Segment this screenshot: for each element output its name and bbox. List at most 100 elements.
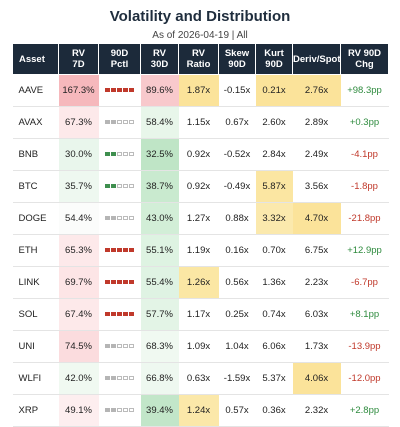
percentile-segment — [123, 120, 128, 125]
rv7d-cell: 67.4% — [58, 298, 99, 331]
table-row[interactable]: UNI 74.5% 68.3% 1.09x 1.04x 6.06x 1.73x -13.9pp — [12, 330, 389, 363]
skew-cell: -0.49x — [218, 170, 256, 203]
skew-cell: 0.25x — [218, 298, 256, 331]
ratio-cell: 1.15x — [178, 106, 219, 139]
asset-cell: DOGE — [12, 202, 59, 235]
skew-cell: -1.59x — [218, 362, 256, 395]
percentile-segment — [105, 184, 110, 189]
ratio-cell: 1.26x — [178, 266, 219, 299]
percentile-segment — [123, 408, 128, 413]
percentile-segment — [123, 280, 128, 285]
percentile-segment — [129, 120, 134, 125]
pctl-cell — [98, 170, 141, 203]
percentile-indicator — [105, 408, 134, 413]
percentile-indicator — [105, 376, 134, 381]
column-header-deriv[interactable]: Deriv/Spot — [292, 43, 341, 75]
column-header-skew[interactable]: Skew 90D — [218, 43, 256, 75]
deriv-cell: 6.75x — [292, 234, 341, 267]
table-row[interactable]: ETH 65.3% 55.1% 1.19x 0.16x 0.70x 6.75x +12.9pp — [12, 234, 389, 267]
ratio-cell: 0.92x — [178, 170, 219, 203]
chg-cell: -13.9pp — [340, 330, 389, 363]
asset-cell: BNB — [12, 138, 59, 171]
percentile-segment — [117, 408, 122, 413]
asset-cell: LINK — [12, 266, 59, 299]
deriv-cell: 4.70x — [292, 202, 341, 235]
percentile-segment — [111, 408, 116, 413]
percentile-segment — [117, 120, 122, 125]
kurt-cell: 2.60x — [255, 106, 293, 139]
ratio-cell: 1.87x — [178, 74, 219, 107]
asset-cell: SOL — [12, 298, 59, 331]
percentile-segment — [117, 152, 122, 157]
table-row[interactable]: LINK 69.7% 55.4% 1.26x 0.56x 1.36x 2.23x -6.7pp — [12, 266, 389, 299]
percentile-segment — [117, 216, 122, 221]
rv7d-cell: 35.7% — [58, 170, 99, 203]
chg-cell: -4.1pp — [340, 138, 389, 171]
chg-cell: -1.8pp — [340, 170, 389, 203]
percentile-indicator — [105, 280, 134, 285]
deriv-cell: 1.73x — [292, 330, 341, 363]
percentile-indicator — [105, 120, 134, 125]
percentile-segment — [117, 312, 122, 317]
column-header-chg[interactable]: RV 90D Chg — [340, 43, 389, 75]
kurt-cell: 5.37x — [255, 362, 293, 395]
rv30d-cell: 89.6% — [140, 74, 179, 107]
deriv-cell: 2.32x — [292, 394, 341, 427]
percentile-segment — [123, 184, 128, 189]
table-row[interactable]: XRP 49.1% 39.4% 1.24x 0.57x 0.36x 2.32x +2.8pp — [12, 394, 389, 427]
percentile-segment — [105, 344, 110, 349]
kurt-cell: 5.87x — [255, 170, 293, 203]
percentile-segment — [111, 152, 116, 157]
rv7d-cell: 67.3% — [58, 106, 99, 139]
ratio-cell: 1.24x — [178, 394, 219, 427]
pctl-cell — [98, 330, 141, 363]
asset-cell: ETH — [12, 234, 59, 267]
rv7d-cell: 69.7% — [58, 266, 99, 299]
percentile-segment — [129, 312, 134, 317]
table-row[interactable]: BTC 35.7% 38.7% 0.92x -0.49x 5.87x 3.56x -1.8pp — [12, 170, 389, 203]
skew-cell: -0.52x — [218, 138, 256, 171]
percentile-indicator — [105, 184, 134, 189]
pctl-cell — [98, 266, 141, 299]
percentile-segment — [105, 248, 110, 253]
percentile-segment — [129, 88, 134, 93]
column-header-asset[interactable]: Asset — [12, 43, 59, 75]
pctl-cell — [98, 394, 141, 427]
rv30d-cell: 38.7% — [140, 170, 179, 203]
percentile-segment — [117, 376, 122, 381]
pctl-cell — [98, 138, 141, 171]
pctl-cell — [98, 202, 141, 235]
chg-cell: +8.1pp — [340, 298, 389, 331]
table-row[interactable]: AAVE 167.3% 89.6% 1.87x -0.15x 0.21x 2.76x +98.… — [12, 74, 389, 107]
percentile-segment — [105, 152, 110, 157]
column-header-rv7d[interactable]: RV 7D — [58, 43, 99, 75]
percentile-segment — [129, 152, 134, 157]
rv30d-cell: 55.1% — [140, 234, 179, 267]
kurt-cell: 6.06x — [255, 330, 293, 363]
percentile-indicator — [105, 216, 134, 221]
percentile-segment — [105, 312, 110, 317]
percentile-segment — [123, 216, 128, 221]
table-row[interactable]: DOGE 54.4% 43.0% 1.27x 0.88x 3.32x 4.70x -21.8p… — [12, 202, 389, 235]
percentile-segment — [111, 376, 116, 381]
rv7d-cell: 54.4% — [58, 202, 99, 235]
percentile-segment — [117, 280, 122, 285]
table-row[interactable]: SOL 67.4% 57.7% 1.17x 0.25x 0.74x 6.03x +8.1pp — [12, 298, 389, 331]
table-row[interactable]: AVAX 67.3% 58.4% 1.15x 0.67x 2.60x 2.89x +0.3pp — [12, 106, 389, 139]
percentile-segment — [123, 248, 128, 253]
column-header-pctl[interactable]: 90D Pctl — [98, 43, 141, 75]
table-row[interactable]: BNB 30.0% 32.5% 0.92x -0.52x 2.84x 2.49x -4.1pp — [12, 138, 389, 171]
column-header-ratio[interactable]: RV Ratio — [178, 43, 219, 75]
rv7d-cell: 74.5% — [58, 330, 99, 363]
column-header-rv30d[interactable]: RV 30D — [140, 43, 179, 75]
rv30d-cell: 39.4% — [140, 394, 179, 427]
asset-cell: UNI — [12, 330, 59, 363]
table-row[interactable]: WLFI 42.0% 66.8% 0.63x -1.59x 5.37x 4.06x -12.0… — [12, 362, 389, 395]
column-header-kurt[interactable]: Kurt 90D — [255, 43, 293, 75]
skew-cell: 1.04x — [218, 330, 256, 363]
kurt-cell: 0.70x — [255, 234, 293, 267]
rv7d-cell: 49.1% — [58, 394, 99, 427]
deriv-cell: 6.03x — [292, 298, 341, 331]
chg-cell: +0.3pp — [340, 106, 389, 139]
pctl-cell — [98, 362, 141, 395]
